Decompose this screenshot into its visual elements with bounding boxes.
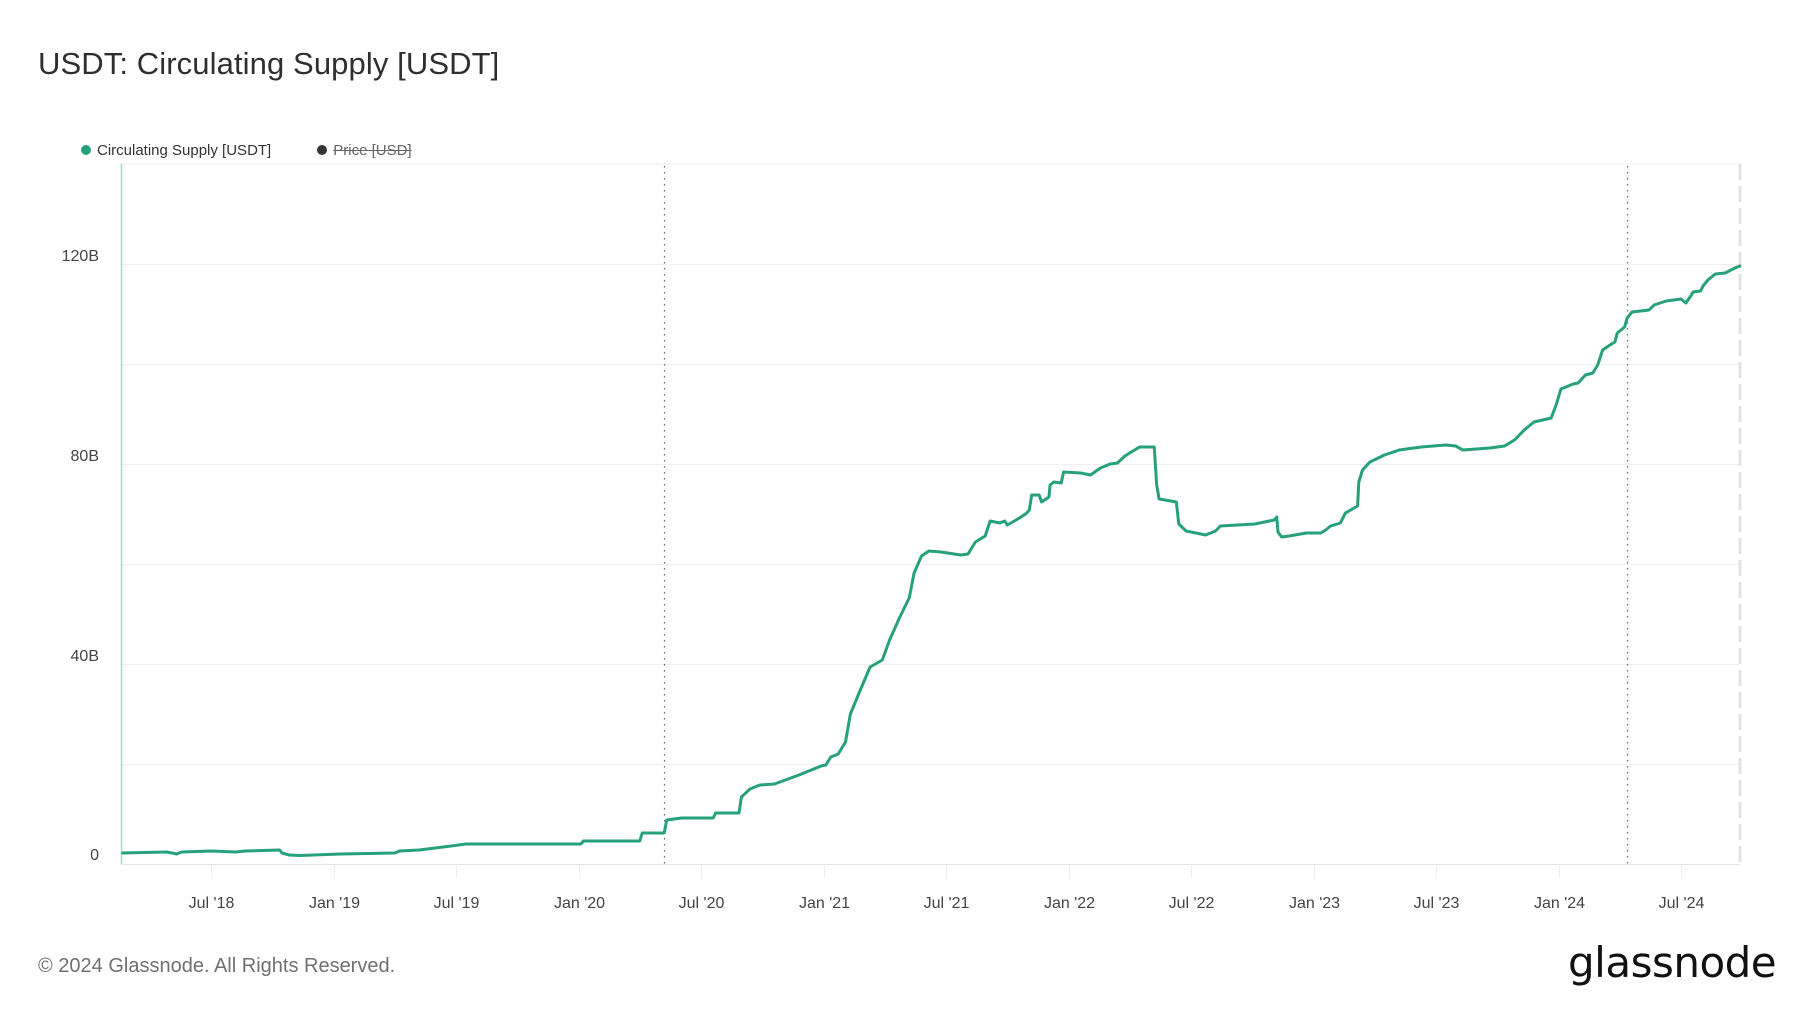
x-tick-label: Jul '21 [924,895,970,912]
x-axis-labels: Jul '18 Jan '19 Jul '19 Jan '20 Jul '20 Jan '… [189,895,1705,912]
x-tick-label: Jan '24 [1534,895,1585,912]
y-tick-label: 0 [90,847,99,864]
chart-legend: Circulating Supply [USDT] Price [USD] [81,140,458,160]
legend-item-circulating-supply[interactable]: Circulating Supply [USDT] [81,142,271,159]
glassnode-logo[interactable]: glassnode [1568,938,1777,987]
y-tick-label: 40B [71,648,99,665]
legend-dot-circulating-supply-icon [81,145,91,155]
x-tick-label: Jul '23 [1414,895,1460,912]
legend-label: Price [USD] [333,141,412,159]
copyright-text: © 2024 Glassnode. All Rights Reserved. [38,955,396,977]
gridlines [121,163,1740,765]
series-line-circulating-supply [121,264,1742,857]
x-tick-label: Jul '19 [434,895,480,912]
legend-dot-price-icon [317,145,328,155]
y-tick-label: 120B [62,248,99,265]
legend-label: Circulating Supply [USDT] [97,141,272,159]
x-tick-label: Jan '22 [1044,895,1095,912]
circulating-supply-line [121,264,1742,857]
axes [120,164,1742,878]
chart-title: USDT: Circulating Supply [USDT] [38,46,500,81]
x-tick-label: Jan '20 [554,895,605,912]
x-tick-label: Jul '18 [189,895,235,912]
vertical-markers [663,166,1629,864]
y-tick-label: 80B [71,448,99,465]
x-tick-label: Jan '21 [799,895,850,912]
x-tick-label: Jul '24 [1659,895,1705,912]
x-tick-label: Jul '22 [1169,895,1215,912]
x-tick-label: Jul '20 [679,895,725,912]
x-tick-label: Jan '23 [1289,895,1340,912]
y-axis-labels: 0 40B 80B 120B [62,248,99,864]
x-tick-label: Jan '19 [309,895,360,912]
legend-item-price[interactable]: Price [USD] [317,141,412,159]
